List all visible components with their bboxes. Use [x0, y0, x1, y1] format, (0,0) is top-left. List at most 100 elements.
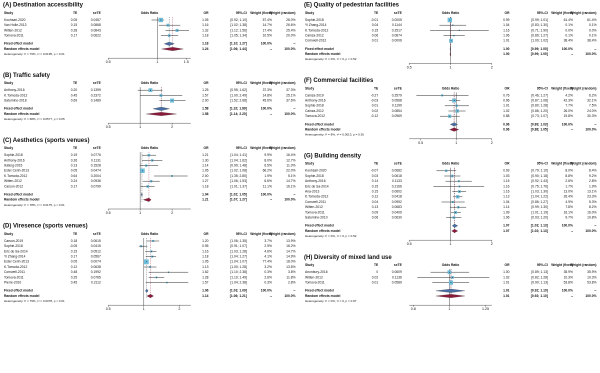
weight-fixed: 0.0%: [565, 28, 573, 32]
or-label: 1.28: [202, 275, 209, 279]
panel-title: (H) Diversity of mixed land use: [304, 255, 392, 261]
weight-random: 0.1%: [589, 23, 597, 27]
model-or: 1.04: [202, 192, 209, 196]
panel-title: (B) Traffic safety: [3, 73, 51, 79]
x-tick-label: 0.8: [411, 307, 416, 311]
panel-title: (E) Quality of pedestrian facilities: [304, 3, 400, 9]
ci-label: [1.04; 1.41]: [230, 153, 247, 157]
model-diamond: [449, 52, 451, 57]
column-header: Weight (fixed): [250, 11, 272, 15]
te: 0.14: [372, 179, 379, 183]
model-diamond: [449, 47, 451, 51]
study-point: [171, 100, 173, 102]
study-name: Yi Zhang-2014: [305, 23, 327, 27]
model-weight-fixed: 100.0%: [562, 289, 573, 293]
weight-random: 0.1%: [589, 33, 597, 37]
or-label: 1.18: [202, 184, 209, 188]
weight-random: 14.9%: [286, 254, 295, 258]
weight-fixed: 19.8%: [564, 114, 573, 118]
or-label: 1.16: [503, 189, 510, 193]
column-header: seTE: [93, 232, 102, 236]
column-header: seTE: [93, 146, 102, 150]
column-header: seTE: [394, 162, 403, 166]
ci-label: [1.02; 1.38]: [230, 23, 247, 27]
or-label: 0.88: [503, 114, 510, 118]
weight-random: 37.6%: [286, 98, 295, 102]
se-te: 0.1131: [91, 158, 101, 162]
se-te: 0.0992: [392, 200, 402, 204]
study-name: Sophie-2018: [305, 104, 324, 108]
or-label: 2.00: [202, 174, 209, 178]
column-header: TE: [374, 11, 379, 15]
heterogeneity: Heterogeneity: I² = 8%, τ² = 0.0013, p =…: [305, 133, 364, 137]
column-header: Weight (fixed): [551, 263, 573, 267]
weight-fixed: 61.4%: [564, 18, 573, 22]
panel-title: (A) Destination accessibility: [3, 3, 84, 9]
ci-label: [1.04; 1.27]: [230, 254, 247, 258]
weight-random: 25.4%: [286, 28, 295, 32]
weight-fixed: 3.7%: [264, 239, 272, 243]
study-name: Eric de Sa-2014: [4, 249, 28, 253]
column-header: OR: [505, 263, 511, 267]
se-te: 0.2166: [392, 184, 402, 188]
se-te: 0.0074: [91, 260, 101, 264]
model-diamond: [435, 288, 465, 293]
column-header: Study: [4, 146, 13, 150]
ci-label: [1.00; 1.02]: [531, 39, 548, 43]
te: 0.05: [71, 169, 78, 173]
or-label: 1.04: [503, 23, 510, 27]
model-or: 1.01: [503, 294, 510, 298]
se-te: 0.1133: [392, 179, 402, 183]
weight-random: 1.9%: [589, 184, 597, 188]
weight-random: 7.5%: [589, 104, 597, 108]
study-point: [149, 89, 151, 91]
study-point: [457, 196, 459, 198]
te: 0.03: [372, 174, 379, 178]
te: 0.19: [71, 153, 78, 157]
study-name: K.Tomoda-2012: [4, 93, 27, 97]
study-name: Tomova-2011: [4, 33, 24, 37]
model-weight-random: 100.0%: [284, 47, 295, 51]
or-label: 1.32: [202, 28, 209, 32]
se-te: 0.0969: [392, 114, 402, 118]
model-name: Fixed effect model: [4, 107, 33, 111]
ci-label: [1.03; 1.28]: [230, 249, 247, 253]
study-name: Ana-2013: [305, 189, 319, 193]
or-label: 0.76: [503, 93, 510, 97]
model-weight-fixed: --: [270, 198, 272, 202]
ci-label: [1.03; 1.30]: [531, 189, 548, 193]
te: 0.24: [71, 179, 78, 183]
model-or: 1.18: [202, 42, 209, 46]
column-header: Odds Ratio: [442, 162, 460, 166]
model-name: Random effects model: [305, 52, 340, 56]
or-label: 1.05: [202, 169, 209, 173]
weight-random: 3.8%: [288, 270, 296, 274]
model-weight-random: --: [293, 192, 295, 196]
study-name: Witten-2012: [305, 205, 323, 209]
weight-fixed: 9.9%: [264, 153, 272, 157]
weight-fixed: 66.2%: [263, 169, 272, 173]
column-header: 95%-CI: [537, 86, 548, 90]
te: 0.69: [71, 98, 78, 102]
model-or: 1.58: [202, 107, 209, 111]
model-weight-fixed: 100.0%: [261, 107, 272, 111]
ci-label: [1.01; 1.19]: [531, 210, 548, 214]
se-te: 0.2112: [91, 280, 101, 284]
column-header: 95%-CI: [236, 146, 247, 150]
weight-random: 25.1%: [286, 93, 295, 97]
model-name: Random effects model: [305, 294, 340, 298]
se-te: 0.0765: [91, 275, 101, 279]
ci-label: [0.93; 1.20]: [531, 215, 548, 219]
model-or: 1.24: [202, 47, 209, 51]
or-label: 1.16: [503, 28, 510, 32]
or-label: 0.96: [503, 98, 510, 102]
study-name: Tomova-2011: [305, 280, 325, 284]
column-header: seTE: [394, 86, 403, 90]
column-header: 95%-CI: [236, 81, 247, 85]
study-name: Cornwell-2012: [305, 39, 326, 43]
model-name: Fixed effect model: [4, 42, 33, 46]
weight-random: 6.2%: [589, 93, 597, 97]
or-label: 1.18: [202, 254, 209, 258]
x-tick-label: 2: [491, 65, 493, 69]
weight-random: 2.8%: [589, 179, 597, 183]
